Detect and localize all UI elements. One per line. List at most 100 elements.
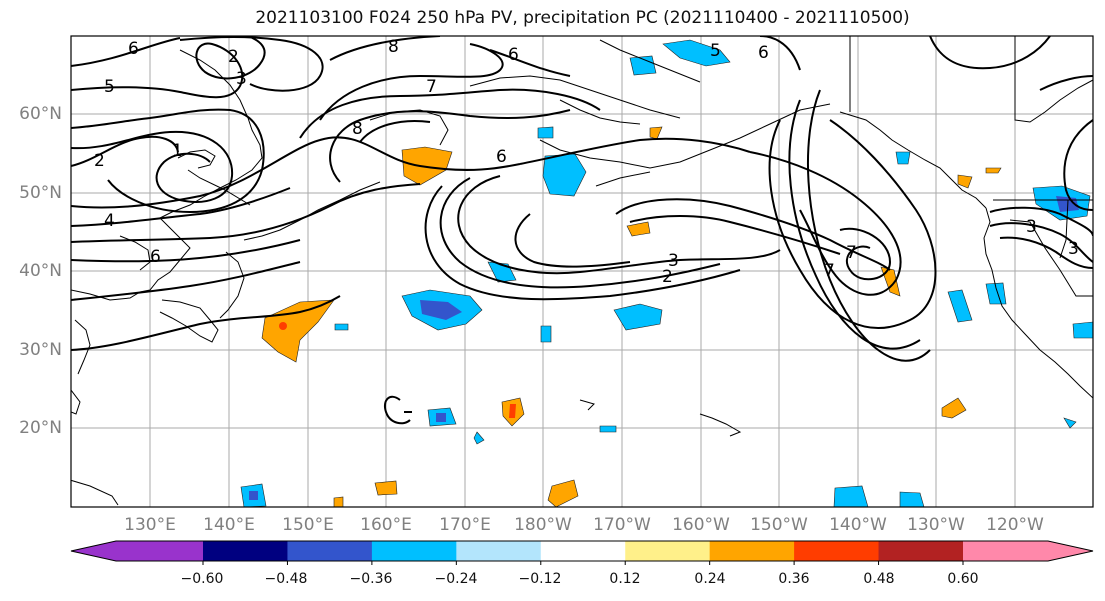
lon-label-120w: 120°W xyxy=(986,515,1044,535)
contour-labels: 6 2 3 5 8 6 5 6 7 8 2 1 4 6 7 6 3 2 7 3 … xyxy=(94,37,1079,287)
pv-contour xyxy=(359,120,431,143)
positive-anomaly-patch xyxy=(401,146,453,186)
negative-anomaly-patch xyxy=(334,323,349,331)
contour-label: 1 xyxy=(172,141,183,161)
negative-anomaly-patch xyxy=(420,300,462,320)
pv-contour xyxy=(71,295,341,351)
lon-label-130e: 130°E xyxy=(124,515,176,535)
contour-label: 3 xyxy=(236,69,247,89)
pv-contour xyxy=(839,227,892,281)
contour-label: 6 xyxy=(150,247,161,267)
colorbar-tick-label: −0.48 xyxy=(264,571,308,587)
pv-contour xyxy=(989,222,1093,263)
lon-label-130w: 130°W xyxy=(907,515,965,535)
pv-contour xyxy=(329,36,441,61)
contour-label: 7 xyxy=(846,243,857,263)
pv-contour xyxy=(71,136,521,209)
pv-contour xyxy=(71,135,179,167)
pv-contour xyxy=(989,206,1093,237)
negative-anomaly-patch xyxy=(1063,417,1077,429)
negative-anomaly-patch xyxy=(542,153,587,197)
pv-contour xyxy=(999,236,1093,269)
contour-label: 7 xyxy=(824,261,835,281)
lon-label-140e: 140°E xyxy=(203,515,255,535)
negative-anomaly-patch xyxy=(899,491,925,507)
pv-contour xyxy=(489,49,571,77)
negative-anomaly-patch xyxy=(436,413,446,422)
pv-contour xyxy=(319,43,504,121)
pv-contour xyxy=(1039,75,1093,91)
pv-contours xyxy=(71,36,1093,425)
colorbar-tick-label: −0.36 xyxy=(349,571,393,587)
pv-contour xyxy=(768,119,937,329)
colorbar-segment-low-extend xyxy=(71,541,203,561)
positive-anomaly-patch xyxy=(333,496,344,507)
pv-contour xyxy=(929,36,1051,70)
contour-label: 6 xyxy=(496,147,507,167)
contour-label: 8 xyxy=(352,119,363,139)
pv-contour xyxy=(629,215,841,255)
positive-anomaly-patch xyxy=(985,167,1002,174)
negative-anomaly-patch xyxy=(540,325,552,343)
contour-label: 6 xyxy=(128,39,139,59)
pv-contour xyxy=(329,109,571,183)
pv-contour xyxy=(1063,119,1093,211)
pv-contour xyxy=(71,36,266,99)
pv-contour xyxy=(71,130,234,203)
colorbar-segment xyxy=(456,541,542,561)
negative-anomaly-patch xyxy=(613,303,663,331)
colorbar-tick-label: 0.24 xyxy=(694,571,726,587)
contour-label: 2 xyxy=(228,47,239,67)
colorbar-tick-label: 0.60 xyxy=(947,571,979,587)
lon-label-160e: 160°E xyxy=(360,515,412,535)
contour-label: 8 xyxy=(388,37,399,57)
negative-anomaly-patch xyxy=(249,491,258,500)
negative-anomaly-patch xyxy=(599,425,617,433)
contour-label: 3 xyxy=(668,251,679,271)
colorbar-segment xyxy=(625,541,711,561)
pv-contour xyxy=(439,177,721,289)
negative-anomaly-patch xyxy=(473,431,485,445)
lat-label-50n: 50°N xyxy=(19,183,62,203)
lon-label-140w: 140°W xyxy=(829,515,887,535)
colorbar-segment xyxy=(878,541,964,561)
contour-label: 5 xyxy=(104,77,115,97)
contour-label: 5 xyxy=(710,41,721,61)
pv-contour xyxy=(806,89,931,362)
positive-anomaly-patch xyxy=(649,126,663,140)
colorbar-segment xyxy=(203,541,288,561)
colorbar-tick-label: −0.12 xyxy=(518,571,562,587)
contour-label: 2 xyxy=(94,151,105,171)
positive-anomaly-patch xyxy=(957,174,973,189)
contour-label: 6 xyxy=(508,45,519,65)
negative-anomaly-patch xyxy=(629,55,657,76)
negative-anomaly-patch xyxy=(1072,321,1093,339)
colorbar-tick-label: 0.36 xyxy=(778,571,810,587)
colorbar-segment xyxy=(371,541,457,561)
negative-anomaly-patch xyxy=(537,126,554,139)
colorbar-tick-label: −0.24 xyxy=(434,571,478,587)
pv-contour xyxy=(384,395,412,425)
positive-anomaly-core xyxy=(279,322,287,330)
colorbar-tick-label: 0.12 xyxy=(609,571,641,587)
contour-label: 7 xyxy=(426,77,437,97)
lon-label-170e: 170°E xyxy=(439,515,491,535)
pv-contour xyxy=(71,261,301,301)
lon-label-170w: 170°W xyxy=(593,515,651,535)
pv-contour xyxy=(299,88,601,139)
lat-label-40n: 40°N xyxy=(19,261,62,281)
lon-label-160w: 160°W xyxy=(672,515,730,535)
contour-label: 2 xyxy=(662,267,673,287)
colorbar-segment xyxy=(794,541,880,561)
negative-anomaly-patch xyxy=(947,289,973,323)
negative-anomaly-patch xyxy=(985,282,1007,305)
lat-label-60n: 60°N xyxy=(19,104,62,124)
colorbar-tick-label: −0.60 xyxy=(180,571,224,587)
map-frame xyxy=(70,35,1094,508)
colorbar-segment-high-extend xyxy=(963,541,1093,561)
coastlines xyxy=(71,36,1093,506)
colorbar-segment xyxy=(540,541,626,561)
map-title: 2021103100 F024 250 hPa PV, precipitatio… xyxy=(255,8,910,28)
contour-label: 6 xyxy=(758,43,769,63)
